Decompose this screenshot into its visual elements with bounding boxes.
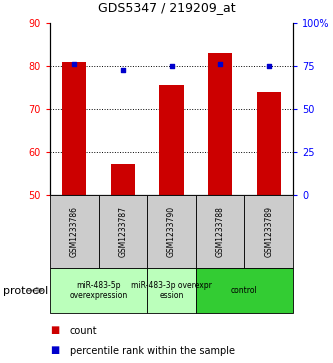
Bar [111, 164, 135, 195]
Text: GSM1233790: GSM1233790 [167, 206, 176, 257]
Point [266, 63, 271, 69]
Text: miR-483-5p
overexpression: miR-483-5p overexpression [70, 281, 128, 300]
Text: ■: ■ [50, 346, 59, 355]
Bar [256, 92, 281, 195]
Point [72, 61, 77, 67]
Text: count: count [70, 326, 98, 335]
Text: ■: ■ [50, 326, 59, 335]
Point [217, 61, 223, 67]
Bar [62, 62, 87, 195]
Bar [160, 85, 184, 195]
Bar [208, 53, 232, 195]
Text: percentile rank within the sample: percentile rank within the sample [70, 346, 235, 355]
Text: control: control [231, 286, 258, 295]
Point [120, 68, 126, 73]
Text: GSM1233786: GSM1233786 [70, 206, 79, 257]
Text: GSM1233788: GSM1233788 [215, 206, 224, 257]
Point [169, 63, 174, 69]
Text: protocol: protocol [3, 286, 49, 295]
Text: GDS5347 / 219209_at: GDS5347 / 219209_at [98, 1, 235, 15]
Text: miR-483-3p overexpr
ession: miR-483-3p overexpr ession [131, 281, 212, 300]
Text: GSM1233789: GSM1233789 [264, 206, 273, 257]
Text: GSM1233787: GSM1233787 [119, 206, 128, 257]
